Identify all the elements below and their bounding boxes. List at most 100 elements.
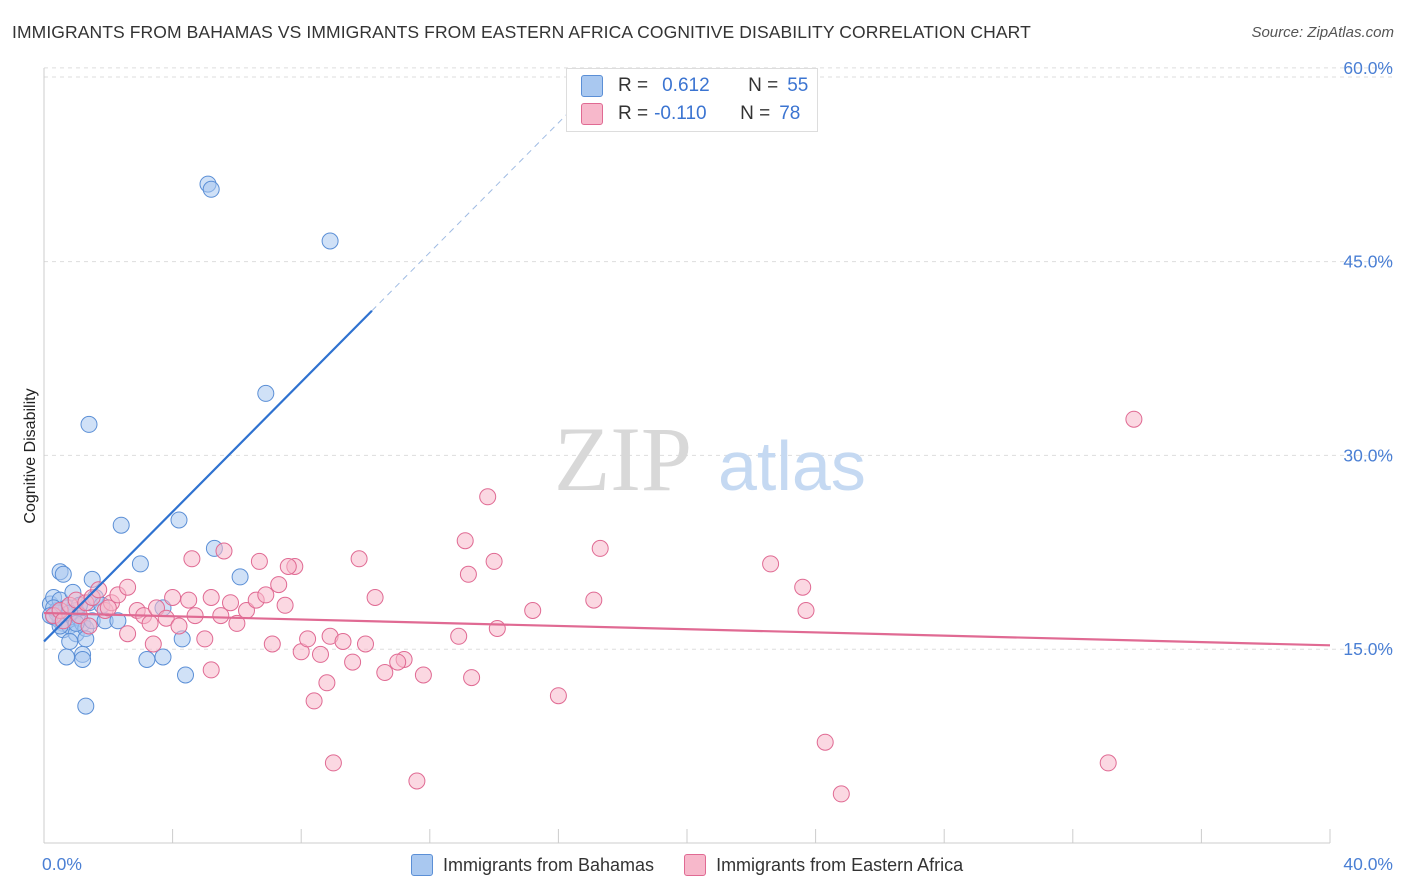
point-eastern-africa[interactable] — [816, 733, 834, 751]
legend-item-bahamas[interactable]: Immigrants from Bahamas — [411, 854, 654, 876]
point-eastern-africa[interactable] — [389, 653, 407, 671]
point-eastern-africa[interactable] — [157, 609, 175, 627]
point-bahamas[interactable] — [61, 633, 79, 650]
watermark: ZIP atlas — [554, 408, 866, 510]
point-eastern-africa[interactable] — [324, 754, 342, 772]
point-bahamas[interactable] — [154, 648, 172, 666]
point-eastern-africa[interactable] — [212, 607, 230, 625]
point-eastern-africa[interactable] — [762, 555, 780, 573]
trend-line-eastern-africa — [43, 611, 1331, 647]
point-eastern-africa[interactable] — [350, 550, 368, 568]
point-bahamas[interactable] — [177, 666, 194, 684]
y-tick-label: 15.0% — [1343, 639, 1393, 659]
point-eastern-africa[interactable] — [797, 602, 815, 619]
stats-n-label: N = — [740, 103, 771, 124]
y-tick-label: 45.0% — [1343, 252, 1393, 272]
point-bahamas[interactable] — [202, 180, 220, 198]
point-bahamas[interactable] — [131, 555, 149, 573]
point-bahamas[interactable] — [58, 648, 75, 666]
y-axis-label: Cognitive Disability — [22, 388, 39, 523]
legend: Immigrants from Bahamas Immigrants from … — [411, 852, 993, 878]
point-eastern-africa[interactable] — [99, 599, 117, 617]
point-eastern-africa[interactable] — [164, 589, 182, 606]
point-eastern-africa[interactable] — [202, 661, 220, 679]
point-eastern-africa[interactable] — [119, 625, 137, 643]
trend-line-bahamas — [43, 309, 373, 643]
point-eastern-africa[interactable] — [524, 602, 542, 619]
point-eastern-africa[interactable] — [270, 576, 288, 594]
gridlines — [44, 67, 1392, 650]
point-eastern-africa[interactable] — [90, 581, 108, 599]
point-eastern-africa[interactable] — [376, 664, 394, 681]
point-eastern-africa[interactable] — [196, 630, 214, 648]
point-eastern-africa[interactable] — [305, 692, 323, 710]
point-eastern-africa[interactable] — [183, 550, 201, 568]
point-bahamas[interactable] — [109, 612, 127, 630]
point-eastern-africa[interactable] — [279, 558, 297, 575]
point-bahamas[interactable] — [54, 565, 72, 583]
point-eastern-africa[interactable] — [80, 617, 98, 635]
point-eastern-africa[interactable] — [299, 630, 317, 648]
point-bahamas[interactable] — [231, 568, 249, 586]
point-eastern-africa[interactable] — [344, 653, 362, 671]
legend-label-eastern-africa: Immigrants from Eastern Africa — [716, 854, 964, 875]
point-eastern-africa[interactable] — [263, 635, 281, 653]
point-eastern-africa[interactable] — [250, 552, 268, 570]
point-eastern-africa[interactable] — [141, 614, 159, 632]
point-eastern-africa[interactable] — [459, 565, 477, 583]
point-bahamas[interactable] — [77, 697, 95, 715]
point-eastern-africa[interactable] — [119, 578, 137, 596]
point-eastern-africa[interactable] — [180, 591, 198, 609]
point-bahamas[interactable] — [80, 415, 98, 433]
legend-swatch-bahamas — [411, 854, 433, 876]
point-bahamas[interactable] — [321, 232, 339, 250]
point-eastern-africa[interactable] — [408, 772, 426, 790]
point-bahamas[interactable] — [112, 516, 130, 534]
trend-lines — [43, 93, 1331, 647]
point-eastern-africa[interactable] — [228, 614, 246, 632]
stats-swatch-eastern-africa — [581, 103, 603, 125]
point-eastern-africa[interactable] — [1125, 410, 1143, 428]
stats-swatch-bahamas — [581, 75, 603, 97]
point-bahamas[interactable] — [170, 511, 188, 529]
point-eastern-africa[interactable] — [585, 591, 603, 609]
point-eastern-africa[interactable] — [463, 669, 481, 687]
point-eastern-africa[interactable] — [215, 542, 233, 560]
point-eastern-africa[interactable] — [366, 589, 384, 606]
stats-n-label: N = — [748, 75, 779, 96]
point-bahamas[interactable] — [138, 651, 156, 668]
point-eastern-africa[interactable] — [312, 645, 329, 663]
legend-item-eastern-africa[interactable]: Immigrants from Eastern Africa — [684, 854, 963, 876]
point-eastern-africa[interactable] — [456, 532, 474, 550]
point-eastern-africa[interactable] — [357, 635, 374, 653]
point-eastern-africa[interactable] — [479, 488, 497, 506]
point-eastern-africa[interactable] — [222, 594, 239, 612]
point-eastern-africa[interactable] — [488, 620, 506, 637]
point-eastern-africa[interactable] — [1099, 754, 1117, 772]
point-bahamas[interactable] — [74, 651, 92, 668]
point-eastern-africa[interactable] — [414, 666, 432, 684]
point-eastern-africa[interactable] — [334, 633, 352, 650]
y-tick-labels: 15.0% 30.0% 45.0% 60.0% — [1343, 58, 1393, 659]
point-bahamas[interactable] — [257, 384, 275, 402]
point-eastern-africa[interactable] — [832, 785, 850, 803]
point-eastern-africa[interactable] — [318, 674, 336, 692]
stats-r-value: -0.110 — [654, 103, 707, 124]
point-eastern-africa[interactable] — [485, 552, 503, 570]
point-eastern-africa[interactable] — [450, 627, 468, 645]
point-eastern-africa[interactable] — [257, 586, 275, 604]
legend-label-bahamas: Immigrants from Bahamas — [443, 854, 655, 875]
point-eastern-africa[interactable] — [202, 589, 220, 606]
point-eastern-africa[interactable] — [794, 578, 812, 596]
stats-n-value: 55 — [787, 75, 809, 96]
point-eastern-africa[interactable] — [144, 635, 162, 653]
y-tick-label: 60.0% — [1343, 58, 1393, 78]
point-eastern-africa[interactable] — [276, 596, 294, 614]
stats-r-label: R = — [618, 75, 649, 96]
stats-box: R = 0.612 N = 55 R = -0.110 N = 78 — [566, 68, 818, 132]
point-eastern-africa[interactable] — [549, 687, 567, 705]
point-eastern-africa[interactable] — [170, 617, 188, 635]
stats-n-value: 78 — [779, 103, 801, 124]
stats-r-label: R = — [618, 103, 649, 124]
point-eastern-africa[interactable] — [591, 539, 609, 557]
